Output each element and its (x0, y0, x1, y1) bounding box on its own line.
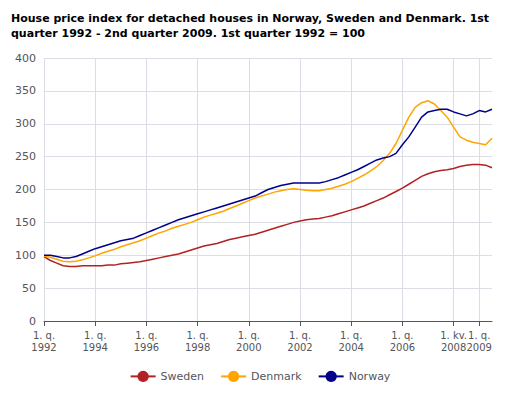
svg-text:1996: 1996 (134, 342, 159, 353)
svg-text:50: 50 (22, 282, 36, 295)
svg-text:Norway: Norway (349, 370, 391, 383)
svg-text:1992: 1992 (31, 342, 56, 353)
svg-text:1. q.: 1. q. (391, 330, 413, 341)
svg-text:150: 150 (15, 216, 36, 229)
svg-text:0: 0 (29, 315, 36, 328)
svg-text:1. q.: 1. q. (33, 330, 55, 341)
svg-text:1. q.: 1. q. (186, 330, 208, 341)
svg-text:Denmark: Denmark (251, 370, 302, 383)
svg-text:1. q.: 1. q. (289, 330, 311, 341)
svg-text:2004: 2004 (338, 342, 363, 353)
svg-text:100: 100 (15, 249, 36, 262)
svg-text:350: 350 (15, 84, 36, 97)
svg-text:2000: 2000 (236, 342, 261, 353)
svg-text:1. q.: 1. q. (238, 330, 260, 341)
svg-text:1998: 1998 (185, 342, 210, 353)
svg-text:2009: 2009 (466, 342, 491, 353)
svg-text:House price index for detached: House price index for detached houses in… (11, 12, 489, 25)
svg-text:2008: 2008 (441, 342, 466, 353)
svg-text:1. q.: 1. q. (135, 330, 157, 341)
svg-text:200: 200 (15, 183, 36, 196)
svg-text:1. q.: 1. q. (340, 330, 362, 341)
svg-text:2006: 2006 (390, 342, 415, 353)
svg-text:1. q.: 1. q. (84, 330, 106, 341)
svg-text:2002: 2002 (287, 342, 312, 353)
svg-text:400: 400 (15, 52, 36, 65)
svg-text:300: 300 (15, 117, 36, 130)
svg-text:1. kv.: 1. kv. (440, 330, 467, 341)
svg-text:250: 250 (15, 150, 36, 163)
svg-text:quarter 1992 - 2nd quarter 200: quarter 1992 - 2nd quarter 2009. 1st qua… (11, 27, 365, 40)
svg-text:1. q.: 1. q. (468, 330, 490, 341)
svg-text:1994: 1994 (82, 342, 107, 353)
svg-text:Sweden: Sweden (161, 370, 204, 383)
